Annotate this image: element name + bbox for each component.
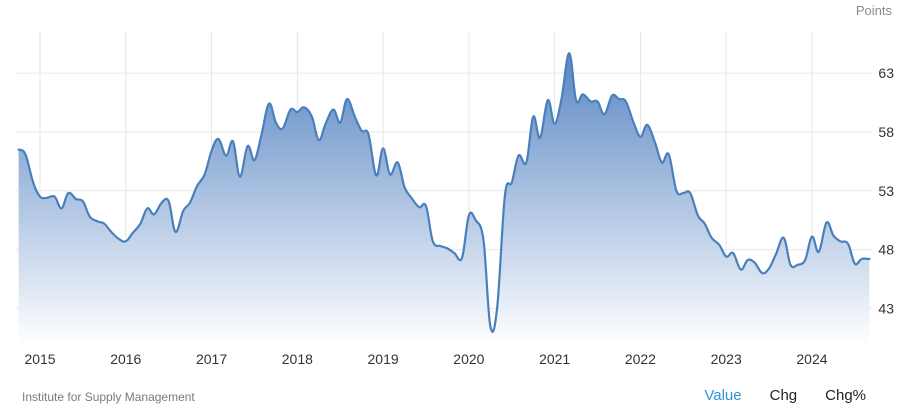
y-tick-label: 43 <box>878 300 894 316</box>
x-tick-label: 2016 <box>110 351 141 367</box>
tab-value[interactable]: Value <box>704 387 742 404</box>
series-line <box>17 52 871 333</box>
y-tick-label: 53 <box>878 183 894 199</box>
area-fill <box>18 53 870 347</box>
view-tabs: Value Chg Chg% <box>704 387 866 404</box>
x-tick-label: 2022 <box>625 351 656 367</box>
x-tick-label: 2020 <box>453 351 484 367</box>
y-tick-label: 48 <box>878 242 894 258</box>
x-tick-label: 2019 <box>368 351 399 367</box>
x-axis-labels: 2015 2016 2017 2018 2019 2020 2021 2022 2023 2024 <box>24 351 827 367</box>
chart-footer: Institute for Supply Management Value Ch… <box>0 384 900 408</box>
x-tick-label: 2023 <box>711 351 742 367</box>
y-axis-labels: 43 48 53 58 63 <box>878 65 894 316</box>
x-tick-label: 2024 <box>796 351 827 367</box>
tab-chg[interactable]: Chg <box>769 387 798 404</box>
x-tick-label: 2017 <box>196 351 227 367</box>
y-tick-label: 58 <box>878 124 894 140</box>
unit-label: Points <box>855 3 892 18</box>
tab-chg-percent[interactable]: Chg% <box>825 387 866 404</box>
x-tick-label: 2018 <box>282 351 313 367</box>
x-tick-label: 2015 <box>24 351 55 367</box>
y-tick-label: 63 <box>878 65 894 81</box>
x-tick-label: 2021 <box>539 351 570 367</box>
source-label: Institute for Supply Management <box>22 390 195 404</box>
